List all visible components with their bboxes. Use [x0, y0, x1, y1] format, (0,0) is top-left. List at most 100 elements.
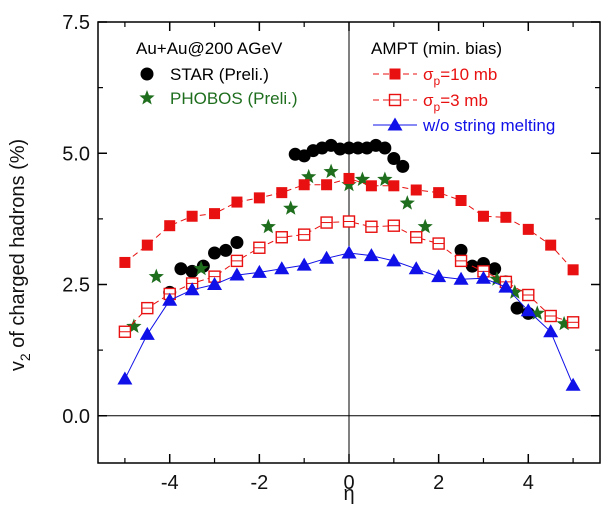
- data-point: [321, 179, 333, 191]
- legend-marker: [388, 93, 402, 107]
- data-point: [387, 152, 401, 165]
- legend-marker: [140, 67, 154, 81]
- data-point: [386, 253, 402, 267]
- data-point: [253, 241, 266, 254]
- data-point: [164, 220, 176, 232]
- legend-label: w/o string melting: [422, 116, 555, 135]
- x-tick-label: -2: [250, 472, 268, 494]
- data-point: [500, 211, 512, 223]
- legend-marker: [139, 90, 155, 105]
- series-layer: [117, 138, 581, 391]
- data-point: [342, 215, 356, 228]
- series-w-o-string-melting: [117, 245, 581, 391]
- data-point: [351, 141, 365, 155]
- data-point: [567, 264, 579, 276]
- data-point: [141, 301, 154, 315]
- data-point: [396, 159, 410, 173]
- model-label: AMPT (min. bias): [371, 39, 502, 58]
- data-point: [378, 141, 392, 155]
- data-point: [410, 231, 423, 244]
- data-point: [126, 318, 142, 333]
- y-tick-label: 5.0: [62, 143, 90, 165]
- data-point: [229, 267, 245, 281]
- data-point: [410, 184, 422, 196]
- data-point: [455, 195, 467, 206]
- data-point: [319, 250, 335, 264]
- data-point: [301, 168, 317, 184]
- data-point: [453, 271, 469, 285]
- data-point: [365, 220, 378, 233]
- data-point: [139, 326, 155, 340]
- legend-label: PHOBOS (Preli.): [170, 89, 298, 108]
- x-tick-label: 0: [343, 472, 354, 494]
- legend: STAR (Preli.) PHOBOS (Preli.) σp=10 mb σp=3…: [139, 65, 555, 135]
- data-point: [488, 262, 502, 276]
- data-point: [118, 325, 132, 338]
- x-tick-label: 2: [433, 472, 444, 494]
- data-point: [207, 277, 223, 290]
- data-point: [377, 171, 393, 186]
- data-point: [433, 187, 445, 199]
- data-point: [231, 196, 243, 208]
- data-point: [260, 218, 276, 234]
- y-tick-label: 0.0: [62, 406, 90, 428]
- data-point: [522, 223, 534, 235]
- legend-entry: STAR (Preli.): [140, 65, 269, 84]
- x-tick-label: 4: [523, 472, 534, 494]
- legend-entry: σp=10 mb: [373, 65, 497, 88]
- data-point: [186, 210, 198, 222]
- data-point: [283, 200, 299, 215]
- data-point: [510, 301, 524, 315]
- data-point: [323, 163, 339, 179]
- data-point: [566, 316, 580, 329]
- data-point: [298, 179, 310, 191]
- legend-entry: PHOBOS (Preli.): [139, 89, 298, 108]
- data-point: [296, 257, 312, 271]
- data-point: [320, 216, 333, 229]
- legend-entry: w/o string melting: [373, 116, 555, 135]
- data-point: [141, 239, 153, 251]
- data-point: [408, 261, 424, 275]
- legend-marker: [387, 117, 403, 131]
- collision-system-label: Au+Au@200 AGeV: [136, 39, 283, 58]
- data-point: [544, 309, 557, 323]
- data-point: [399, 195, 415, 210]
- data-point: [119, 256, 131, 268]
- data-point: [475, 270, 491, 284]
- data-point: [162, 292, 178, 306]
- data-point: [565, 377, 581, 391]
- legend-label: σp=10 mb: [423, 65, 497, 88]
- legend-label: σp=3 mb: [423, 91, 488, 114]
- data-point: [251, 264, 267, 278]
- data-point: [343, 172, 355, 184]
- data-point: [529, 305, 545, 320]
- data-point: [489, 271, 505, 286]
- legend-label: STAR (Preli.): [170, 65, 269, 84]
- guide-lines: [98, 22, 600, 463]
- data-point: [522, 288, 535, 302]
- legend-marker: [389, 68, 401, 80]
- data-point: [545, 239, 557, 251]
- data-point: [365, 180, 377, 192]
- data-point: [507, 284, 523, 299]
- data-point: [431, 269, 447, 283]
- data-point: [219, 243, 233, 257]
- data-point: [388, 180, 400, 192]
- data-point: [363, 248, 379, 262]
- data-point: [117, 371, 133, 385]
- data-point: [276, 187, 288, 199]
- y-axis-title: v2 of charged hadrons (%): [7, 139, 33, 371]
- x-tick-label: -4: [161, 472, 179, 494]
- data-point: [230, 236, 244, 249]
- x-axis-title: η: [343, 483, 354, 505]
- data-point: [341, 245, 357, 259]
- y-tick-label: 7.5: [62, 12, 90, 34]
- data-point: [417, 218, 433, 234]
- data-point: [193, 260, 209, 276]
- y-axis-ticks: 0.0 2.5 5.0 7.5: [62, 12, 600, 428]
- data-point: [543, 324, 559, 338]
- data-point: [297, 228, 311, 241]
- x-axis-ticks: -4 -2 0 2 4: [124, 22, 574, 494]
- data-point: [174, 262, 188, 276]
